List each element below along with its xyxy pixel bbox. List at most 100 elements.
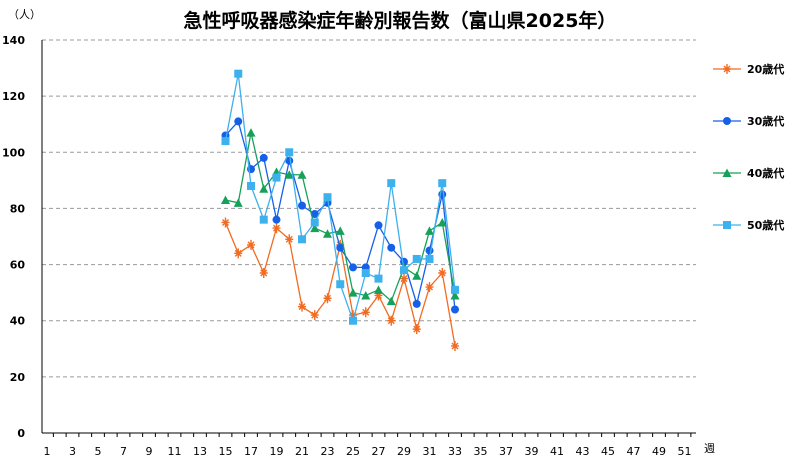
data-point — [412, 324, 421, 335]
x-tick-label: 21 — [295, 445, 309, 458]
data-point — [438, 267, 447, 278]
y-tick-label: 0 — [17, 427, 25, 440]
chart-title: 急性呼吸器感染症年齢別報告数（富山県2025年） — [184, 9, 617, 32]
y-tick-label: 100 — [2, 146, 25, 159]
data-point — [412, 271, 422, 280]
data-point — [234, 69, 243, 78]
x-tick-label: 1 — [44, 445, 51, 458]
legend-marker — [723, 117, 731, 125]
data-point — [451, 305, 459, 314]
data-point — [349, 263, 357, 272]
data-point — [259, 267, 268, 278]
x-tick-label: 45 — [601, 445, 615, 458]
data-point — [450, 290, 460, 300]
x-tick-label: 15 — [219, 445, 233, 458]
legend-item: 50歳代 — [713, 218, 784, 232]
x-ticks: 1 3 5 7 9 11 13 15 17 19 21 23 25 27 29 31 33 35 37 39 41 43 4… — [44, 445, 692, 458]
data-point — [323, 293, 332, 304]
data-point — [284, 170, 294, 179]
data-point — [298, 301, 306, 312]
data-point — [374, 290, 383, 301]
data-point — [310, 218, 319, 227]
x-tick-label: 11 — [168, 445, 182, 458]
series-3 — [221, 128, 460, 306]
legend-item: 20歳代 — [713, 62, 784, 76]
data-point — [361, 290, 371, 300]
x-tick-label: 7 — [120, 445, 127, 458]
y-tick-label: 120 — [2, 90, 25, 103]
data-point — [386, 296, 396, 306]
data-point — [361, 307, 370, 318]
legend-marker — [722, 168, 732, 177]
legend-label: 40歳代 — [747, 166, 784, 180]
data-point — [234, 117, 243, 126]
x-tick-label: 3 — [69, 445, 76, 458]
data-point — [437, 217, 447, 227]
data-point — [272, 223, 281, 234]
data-point — [400, 266, 408, 275]
y-tick-label: 40 — [10, 315, 26, 328]
data-point — [387, 243, 396, 252]
data-point — [310, 223, 320, 233]
data-point — [425, 282, 434, 293]
data-point — [259, 215, 268, 224]
y-tick-label: 60 — [10, 259, 26, 272]
data-point — [451, 340, 459, 351]
x-tick-label: 5 — [95, 445, 102, 458]
legend: 20歳代 30歳代 40歳代 50歳代 — [713, 62, 784, 232]
x-tick-label: 25 — [346, 445, 360, 458]
data-point — [349, 316, 357, 325]
data-point — [425, 254, 434, 263]
data-point — [259, 184, 269, 193]
data-point — [374, 285, 383, 294]
series-group — [221, 69, 460, 351]
legend-label: 50歳代 — [747, 218, 784, 232]
x-tick-label: 13 — [193, 445, 207, 458]
data-point — [246, 128, 256, 137]
x-tick-label: 27 — [372, 445, 386, 458]
data-point — [374, 274, 383, 283]
x-tick-label: 49 — [652, 445, 666, 458]
x-tick-label: 17 — [244, 445, 258, 458]
data-point — [374, 221, 383, 230]
x-tick-label: 23 — [321, 445, 335, 458]
data-point — [412, 254, 421, 263]
x-tick-label: 39 — [525, 445, 539, 458]
data-point — [310, 310, 319, 321]
data-point — [298, 201, 306, 210]
data-point — [221, 137, 230, 146]
data-point — [323, 193, 332, 202]
data-point — [335, 226, 345, 235]
x-tick-label: 37 — [499, 445, 513, 458]
data-point — [285, 148, 294, 157]
x-tick-label: 47 — [627, 445, 641, 458]
gridlines — [42, 39, 696, 378]
x-tick-label: 9 — [146, 445, 153, 458]
y-ticks: 0 20 40 60 80 100 120 140 — [2, 34, 25, 440]
data-point — [272, 173, 281, 182]
data-point — [425, 226, 434, 235]
x-tick-label: 51 — [678, 445, 692, 458]
data-point — [221, 195, 230, 205]
x-axis-label: 週 — [704, 442, 715, 455]
x-tick-label: 35 — [474, 445, 488, 458]
data-point — [285, 234, 294, 245]
data-point — [221, 217, 230, 228]
data-point — [361, 268, 370, 277]
series-4 — [221, 69, 459, 325]
data-point — [259, 153, 268, 162]
y-tick-label: 140 — [2, 34, 25, 47]
y-axis-label: （人） — [8, 8, 41, 21]
axes — [41, 40, 696, 437]
x-tick-label: 43 — [576, 445, 590, 458]
x-tick-label: 29 — [397, 445, 411, 458]
legend-marker — [723, 64, 731, 74]
legend-item: 40歳代 — [713, 166, 784, 180]
data-point — [451, 285, 459, 294]
data-point — [387, 315, 396, 326]
data-point — [233, 198, 243, 207]
data-point — [336, 243, 345, 252]
data-point — [336, 280, 345, 289]
data-point — [387, 179, 396, 188]
